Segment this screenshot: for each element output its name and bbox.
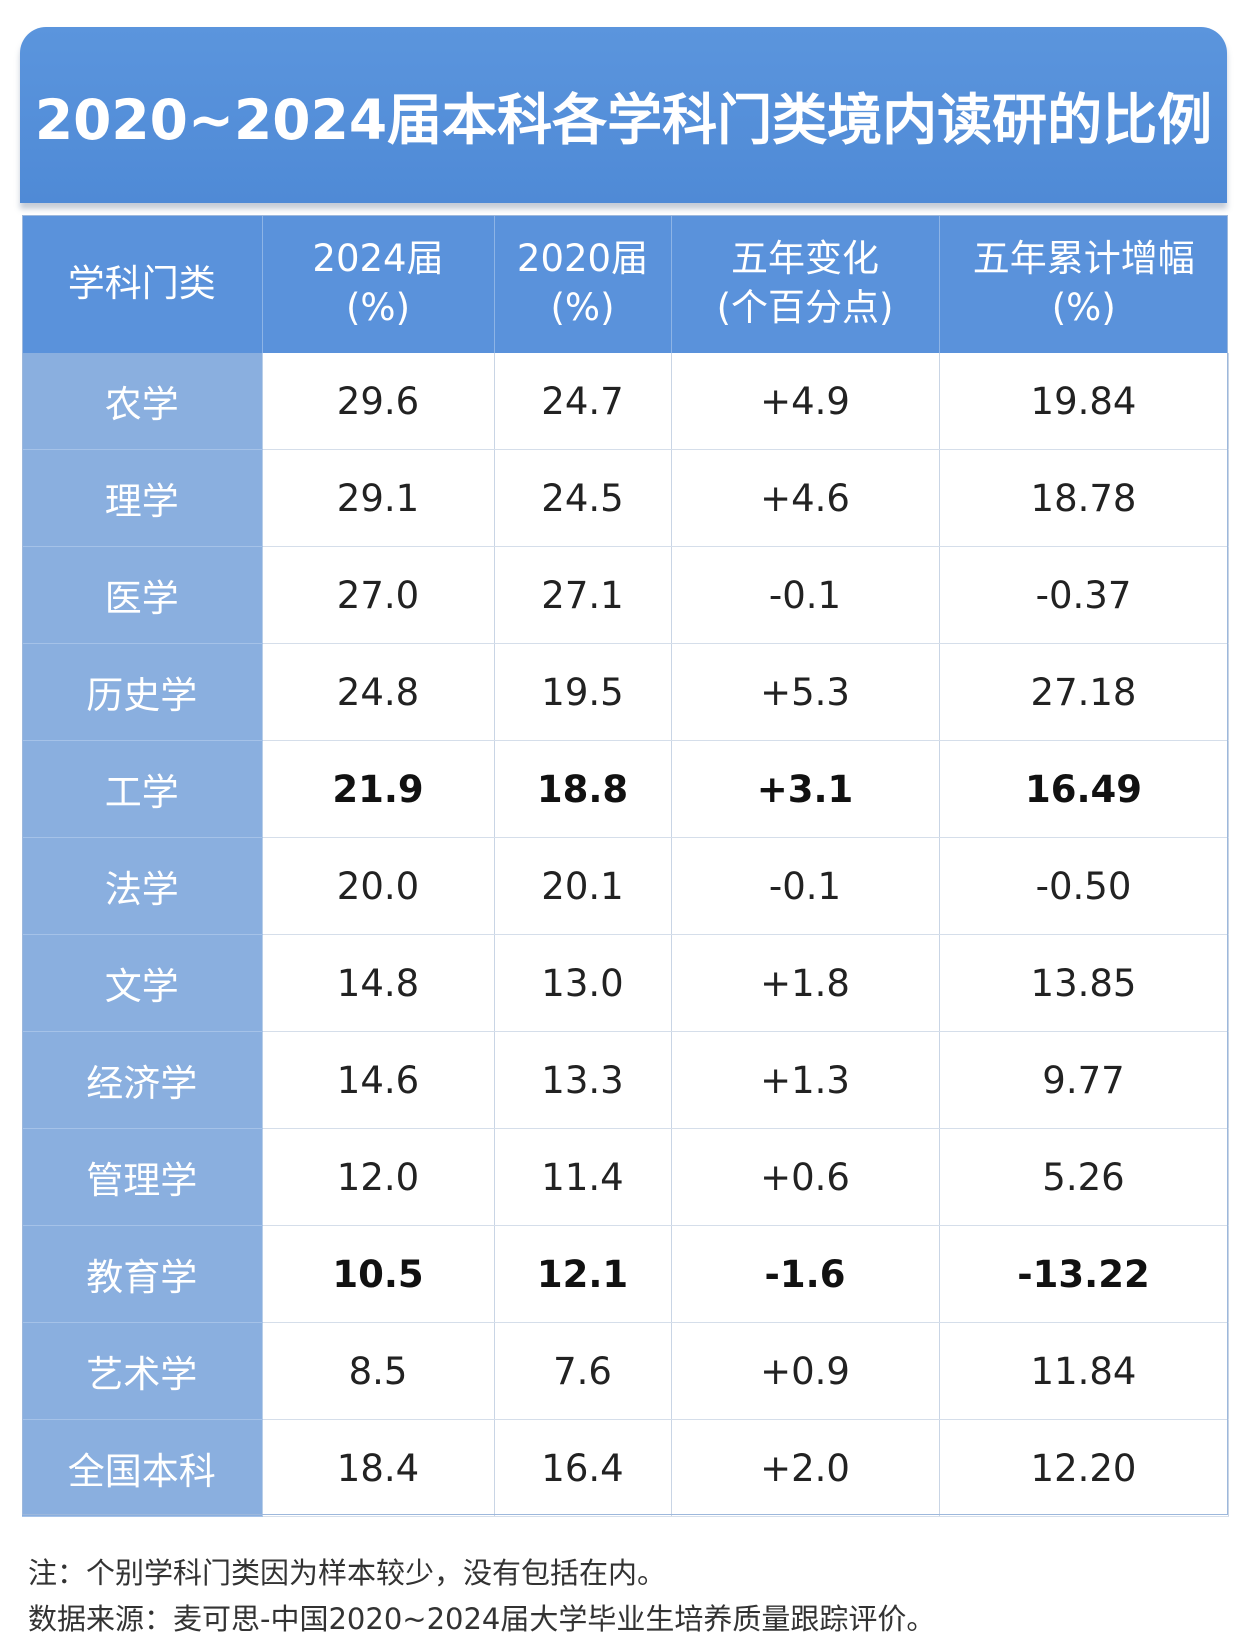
value-2024-cell: 27.0 [262, 546, 495, 644]
value-2020-cell: 11.4 [494, 1128, 672, 1226]
table-row: 农学 29.6 24.7 +4.9 19.84 [22, 353, 1229, 450]
value-2024-cell: 10.5 [262, 1225, 495, 1323]
header-category-label: 学科门类 [67, 261, 216, 305]
change-cell: +4.6 [671, 449, 940, 547]
value-2020-cell: 7.6 [494, 1322, 672, 1420]
header-2024-label: 2024届 (%) [312, 237, 444, 329]
category-cell: 全国本科 [22, 1419, 263, 1517]
data-table: 学科门类 2024届 (%) 2020届 (%) 五年变化 (个百分点) 五年累… [22, 215, 1229, 1517]
column-header-change: 五年变化 (个百分点) [671, 215, 940, 353]
header-change-label: 五年变化 (个百分点) [716, 237, 894, 329]
value-2024-cell: 20.0 [262, 837, 495, 935]
growth-cell: 5.26 [939, 1128, 1229, 1226]
table-row: 医学 27.0 27.1 -0.1 -0.37 [22, 546, 1229, 644]
table-row: 历史学 24.8 19.5 +5.3 27.18 [22, 643, 1229, 741]
value-2024-cell: 24.8 [262, 643, 495, 741]
table-row: 教育学 10.5 12.1 -1.6 -13.22 [22, 1225, 1229, 1323]
value-2024-cell: 14.8 [262, 934, 495, 1032]
change-cell: +0.6 [671, 1128, 940, 1226]
category-cell: 历史学 [22, 643, 263, 741]
table-row: 理学 29.1 24.5 +4.6 18.78 [22, 449, 1229, 547]
growth-cell: 16.49 [939, 740, 1229, 838]
value-2020-cell: 24.5 [494, 449, 672, 547]
value-2024-cell: 12.0 [262, 1128, 495, 1226]
growth-cell: -0.37 [939, 546, 1229, 644]
footnote-source: 数据来源：麦可思-中国2020~2024届大学毕业生培养质量跟踪评价。 [28, 1602, 936, 1636]
change-cell: +3.1 [671, 740, 940, 838]
value-2024-cell: 14.6 [262, 1031, 495, 1129]
growth-cell: 9.77 [939, 1031, 1229, 1129]
change-cell: +2.0 [671, 1419, 940, 1517]
category-cell: 农学 [22, 353, 263, 450]
table-row: 艺术学 8.5 7.6 +0.9 11.84 [22, 1322, 1229, 1420]
table-row: 经济学 14.6 13.3 +1.3 9.77 [22, 1031, 1229, 1129]
value-2024-cell: 18.4 [262, 1419, 495, 1517]
growth-cell: 12.20 [939, 1419, 1229, 1517]
value-2024-cell: 21.9 [262, 740, 495, 838]
value-2020-cell: 20.1 [494, 837, 672, 935]
category-cell: 文学 [22, 934, 263, 1032]
category-cell: 医学 [22, 546, 263, 644]
value-2020-cell: 16.4 [494, 1419, 672, 1517]
table-body: 农学 29.6 24.7 +4.9 19.84 理学 29.1 24.5 +4.6 18.78 医学… [22, 353, 1229, 1517]
value-2020-cell: 19.5 [494, 643, 672, 741]
growth-cell: -0.50 [939, 837, 1229, 935]
table-row: 文学 14.8 13.0 +1.8 13.85 [22, 934, 1229, 1032]
value-2020-cell: 12.1 [494, 1225, 672, 1323]
growth-cell: -13.22 [939, 1225, 1229, 1323]
table-header-row: 学科门类 2024届 (%) 2020届 (%) 五年变化 (个百分点) 五年累… [22, 215, 1228, 353]
change-cell: -0.1 [671, 837, 940, 935]
page-title: 2020~2024届本科各学科门类境内读研的比例 [34, 88, 1213, 152]
category-cell: 法学 [22, 837, 263, 935]
title-banner: 2020~2024届本科各学科门类境内读研的比例 [20, 27, 1227, 203]
change-cell: -0.1 [671, 546, 940, 644]
value-2024-cell: 29.1 [262, 449, 495, 547]
value-2020-cell: 13.0 [494, 934, 672, 1032]
category-cell: 工学 [22, 740, 263, 838]
growth-cell: 11.84 [939, 1322, 1229, 1420]
footnotes: 注：个别学科门类因为样本较少，没有包括在内。 数据来源：麦可思-中国2020~2… [28, 1550, 935, 1642]
table-row: 工学 21.9 18.8 +3.1 16.49 [22, 740, 1229, 838]
change-cell: +1.8 [671, 934, 940, 1032]
value-2024-cell: 29.6 [262, 353, 495, 450]
column-header-2020: 2020届 (%) [494, 215, 672, 353]
header-2020-label: 2020届 (%) [516, 237, 649, 329]
column-header-category: 学科门类 [22, 215, 263, 353]
table-row: 管理学 12.0 11.4 +0.6 5.26 [22, 1128, 1229, 1226]
value-2020-cell: 24.7 [494, 353, 672, 450]
category-cell: 经济学 [22, 1031, 263, 1129]
growth-cell: 27.18 [939, 643, 1229, 741]
growth-cell: 18.78 [939, 449, 1229, 547]
change-cell: +0.9 [671, 1322, 940, 1420]
table-row: 全国本科 18.4 16.4 +2.0 12.20 [22, 1419, 1229, 1517]
footnote-note: 注：个别学科门类因为样本较少，没有包括在内。 [28, 1556, 667, 1590]
growth-cell: 19.84 [939, 353, 1229, 450]
category-cell: 管理学 [22, 1128, 263, 1226]
change-cell: +1.3 [671, 1031, 940, 1129]
change-cell: +4.9 [671, 353, 940, 450]
column-header-growth: 五年累计增幅 (%) [939, 215, 1228, 353]
table-row: 法学 20.0 20.1 -0.1 -0.50 [22, 837, 1229, 935]
value-2020-cell: 27.1 [494, 546, 672, 644]
category-cell: 艺术学 [22, 1322, 263, 1420]
change-cell: +5.3 [671, 643, 940, 741]
value-2024-cell: 8.5 [262, 1322, 495, 1420]
value-2020-cell: 13.3 [494, 1031, 672, 1129]
category-cell: 理学 [22, 449, 263, 547]
growth-cell: 13.85 [939, 934, 1229, 1032]
header-growth-label: 五年累计增幅 (%) [972, 237, 1195, 329]
category-cell: 教育学 [22, 1225, 263, 1323]
change-cell: -1.6 [671, 1225, 940, 1323]
column-header-2024: 2024届 (%) [262, 215, 495, 353]
value-2020-cell: 18.8 [494, 740, 672, 838]
